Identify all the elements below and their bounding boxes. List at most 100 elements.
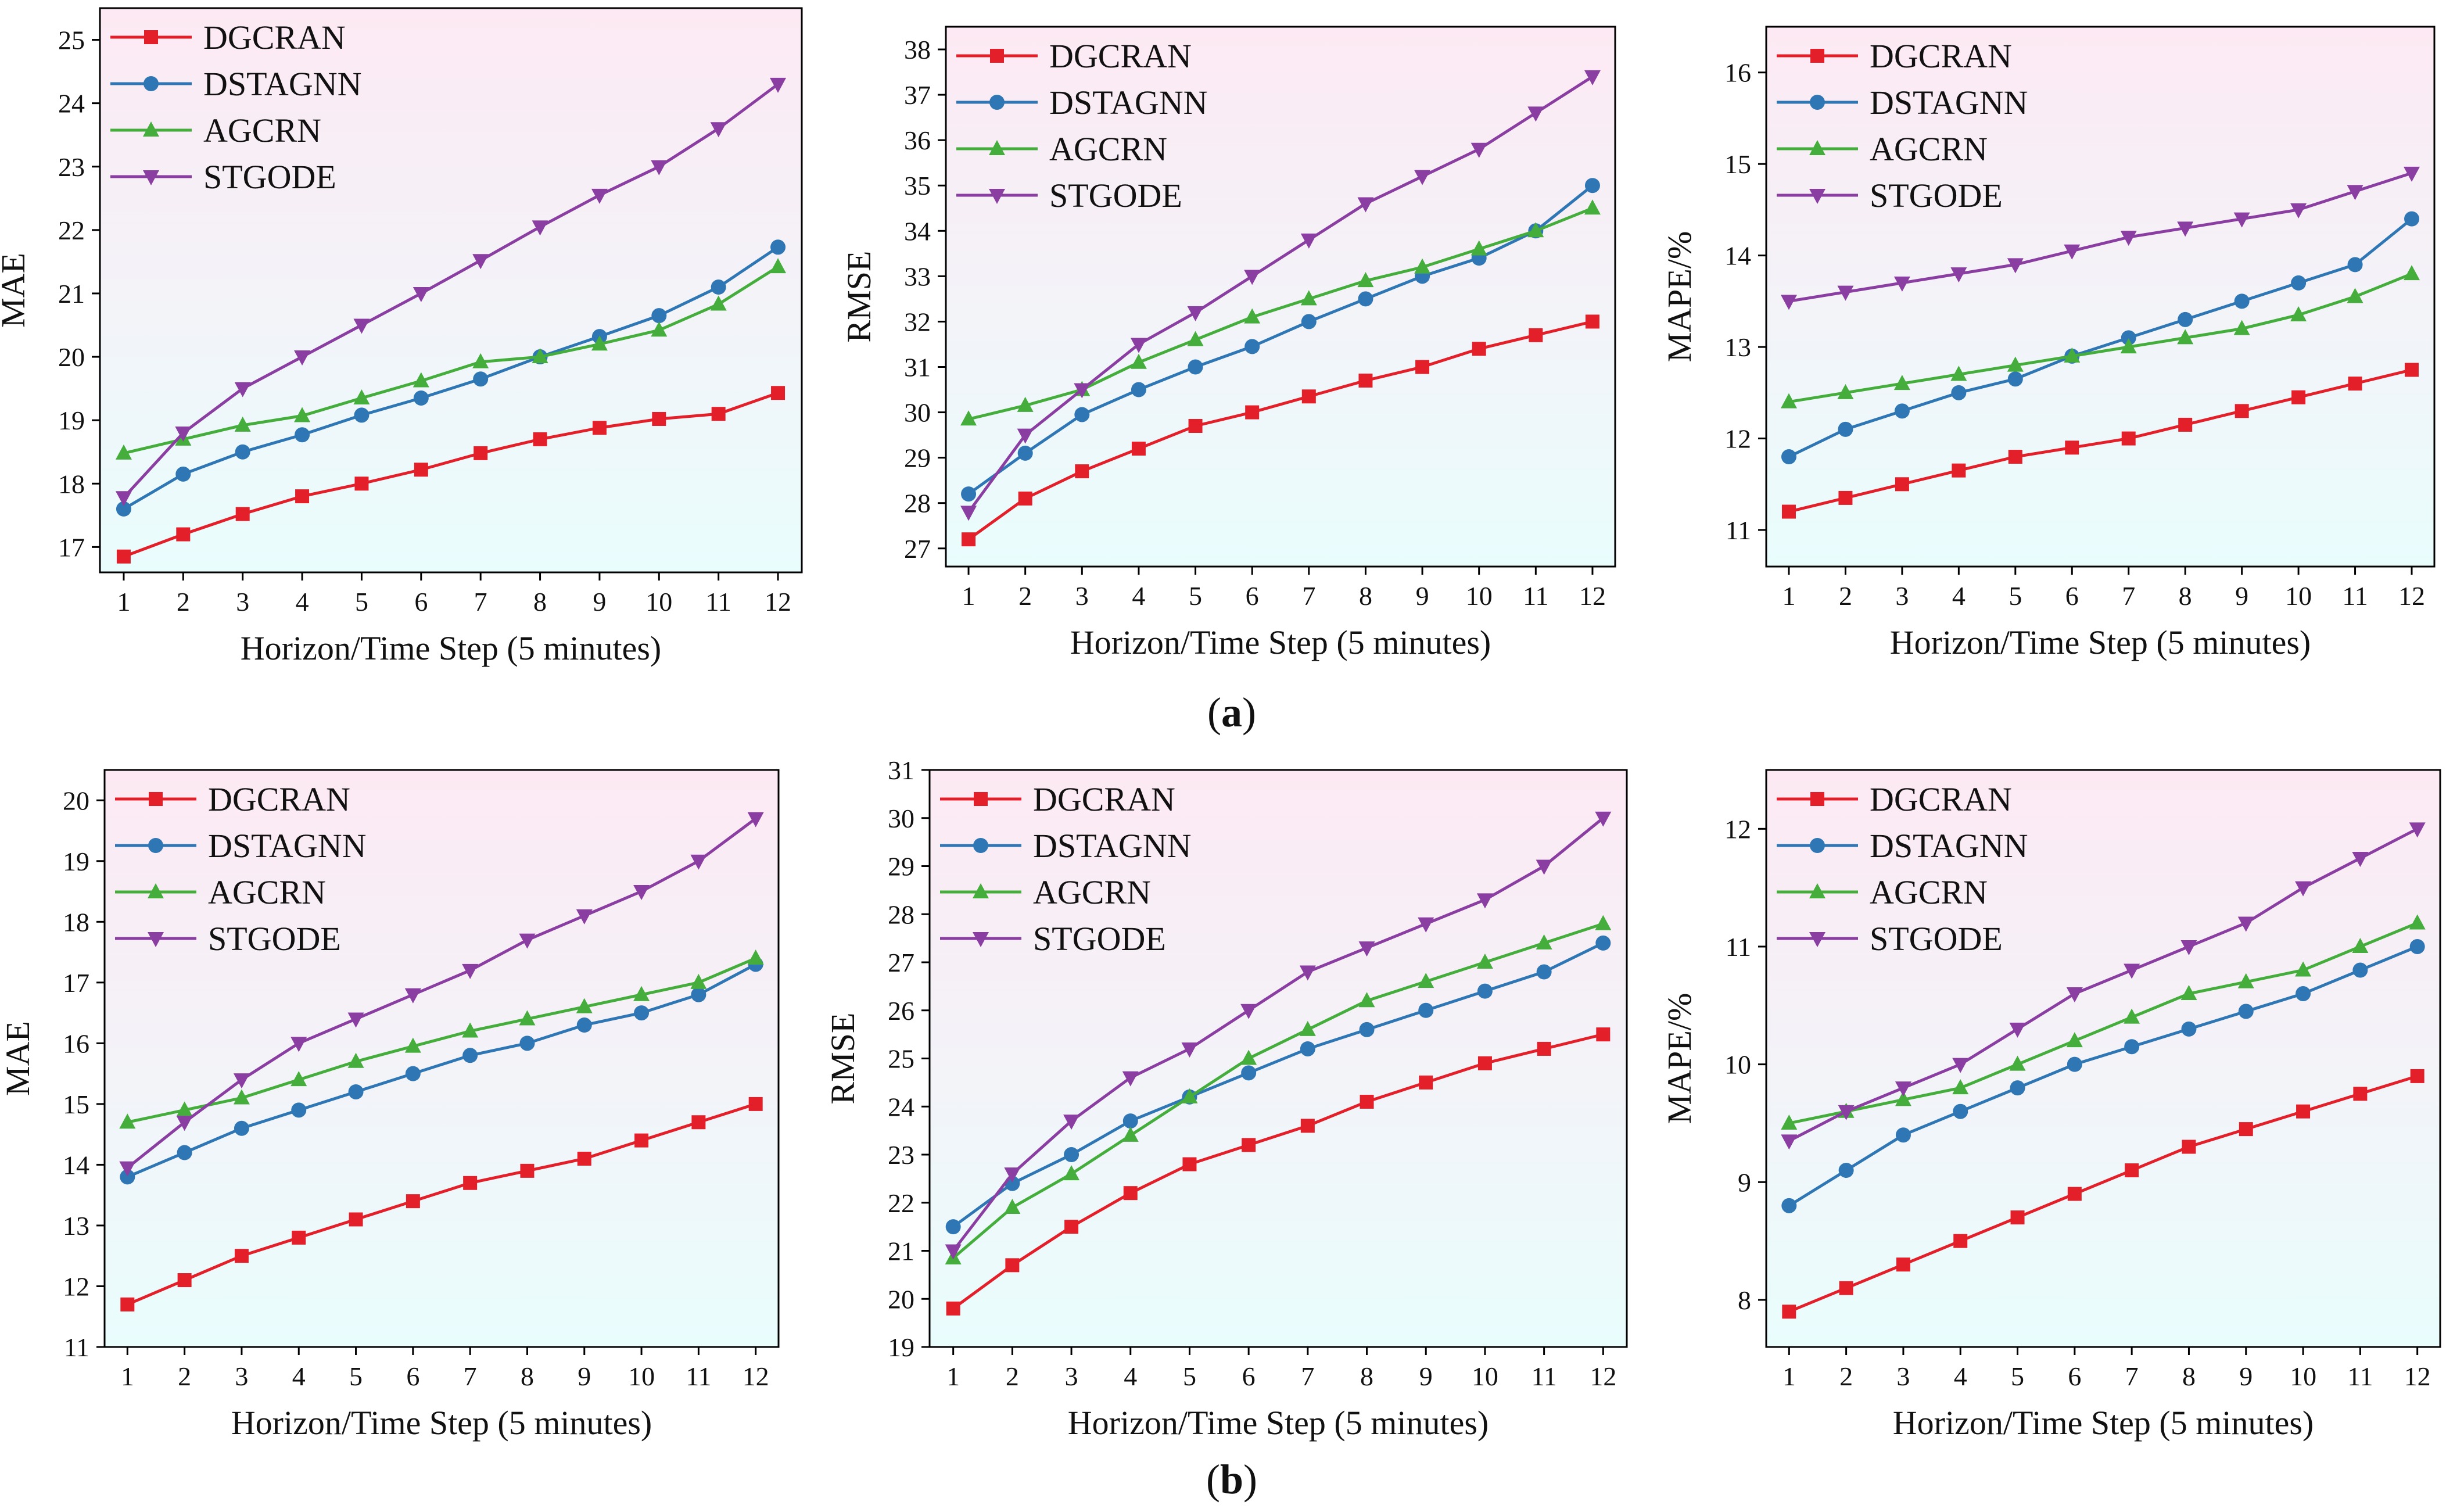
data-point xyxy=(348,1084,364,1099)
data-point xyxy=(1895,1081,1911,1097)
data-point xyxy=(1780,295,1797,310)
legend-label: DSTAGNN xyxy=(1870,827,2028,865)
data-point xyxy=(1182,1157,1197,1171)
x-tick-label: 9 xyxy=(593,587,606,617)
y-tick-label: 17 xyxy=(58,532,85,562)
x-tick-label: 8 xyxy=(1360,1361,1373,1391)
y-tick-label: 25 xyxy=(888,1044,914,1074)
data-point xyxy=(1839,1281,1853,1295)
series-agcrn xyxy=(960,199,1601,426)
data-point xyxy=(1418,1002,1434,1018)
data-point xyxy=(462,1048,478,1063)
legend-swatch-marker xyxy=(143,170,159,185)
legend-item-agcrn: AGCRN xyxy=(940,873,1151,911)
data-point xyxy=(2348,377,2362,391)
data-point xyxy=(1953,1234,1968,1248)
legend-swatch-marker xyxy=(1809,883,1825,898)
data-point xyxy=(1300,233,1317,249)
data-point xyxy=(1895,1127,1911,1143)
series-stgode xyxy=(1781,822,2426,1150)
data-point xyxy=(2404,166,2420,182)
data-point xyxy=(633,885,650,901)
legend-label: AGCRN xyxy=(203,112,321,149)
y-axis-label: MAPE/% xyxy=(1660,993,1698,1124)
legend-item-dstagnn: DSTAGNN xyxy=(110,65,361,103)
data-point xyxy=(2121,330,2136,346)
data-point xyxy=(404,1037,421,1053)
data-point xyxy=(2180,940,2197,955)
data-point xyxy=(1838,1105,1855,1120)
data-point xyxy=(2181,1021,2197,1037)
y-tick-label: 12 xyxy=(63,1271,89,1301)
legend-swatch-marker xyxy=(149,792,163,806)
data-point xyxy=(1595,935,1611,951)
plot-area xyxy=(1766,27,2434,567)
x-tick-label: 3 xyxy=(236,587,249,617)
x-axis-label: Horizon/Time Step (5 minutes) xyxy=(1068,1404,1489,1442)
data-point xyxy=(577,1151,591,1166)
data-point xyxy=(2064,347,2081,363)
series-line xyxy=(127,963,756,1178)
series-line xyxy=(1788,922,2418,1125)
y-tick-label: 19 xyxy=(888,1332,914,1362)
y-tick-label: 27 xyxy=(904,534,931,564)
data-point xyxy=(532,348,548,364)
data-point xyxy=(1018,491,1032,506)
x-tick-label: 10 xyxy=(1472,1361,1498,1391)
data-point xyxy=(1004,1167,1021,1183)
legend-item-agcrn: AGCRN xyxy=(1777,130,1988,168)
x-tick-label: 5 xyxy=(349,1361,363,1391)
plot-area xyxy=(105,770,779,1347)
data-point xyxy=(462,1022,479,1038)
legend-swatch-marker xyxy=(144,76,159,91)
data-point xyxy=(770,239,786,255)
legend-item-dstagnn: DSTAGNN xyxy=(115,827,366,865)
data-point xyxy=(1074,383,1091,399)
legend-swatch-marker xyxy=(1810,49,1824,63)
data-point xyxy=(1529,328,1543,342)
y-tick-label: 28 xyxy=(888,900,914,929)
y-tick-label: 14 xyxy=(1724,241,1751,271)
y-tick-label: 14 xyxy=(63,1150,89,1180)
data-point xyxy=(294,350,311,366)
data-point xyxy=(711,280,726,295)
data-point xyxy=(1893,276,1910,292)
panel-caption-b: (b) xyxy=(1206,1456,1257,1503)
x-tick-label: 4 xyxy=(292,1361,306,1391)
data-point xyxy=(1187,331,1204,346)
data-point xyxy=(1780,393,1797,409)
y-tick-label: 12 xyxy=(1724,424,1751,454)
data-point xyxy=(771,386,786,400)
legend-label: AGCRN xyxy=(1033,873,1151,911)
data-point xyxy=(591,188,608,204)
data-point xyxy=(291,1102,307,1118)
chart-a-mae: 1 2 3 4 5 6 7 8 9 10 11 12171819202122232425Horizon… xyxy=(0,7,803,667)
data-point xyxy=(576,998,593,1013)
data-point xyxy=(2007,258,2024,274)
data-point xyxy=(1415,360,1430,374)
legend: DGCRAN DSTAGNN AGCRN STGODE xyxy=(110,19,361,196)
data-point xyxy=(1242,1138,1256,1152)
series-agcrn xyxy=(945,915,1612,1264)
data-point xyxy=(532,220,548,236)
data-point xyxy=(634,1005,650,1021)
data-point xyxy=(413,372,429,388)
data-point xyxy=(1181,1042,1198,1058)
legend-label: AGCRN xyxy=(1049,130,1167,168)
data-point xyxy=(1781,1114,1798,1130)
series-line xyxy=(1788,171,2412,303)
series-line xyxy=(123,391,779,558)
series-stgode xyxy=(119,812,764,1177)
data-point xyxy=(2352,937,2369,953)
y-tick-label: 31 xyxy=(904,353,931,382)
series-line xyxy=(952,1033,1604,1310)
data-point xyxy=(290,1071,307,1087)
y-tick-label: 36 xyxy=(904,126,931,155)
data-point xyxy=(2120,338,2137,354)
legend-item-stgode: STGODE xyxy=(115,920,341,958)
series-line xyxy=(123,83,779,499)
legend-label: STGODE xyxy=(208,920,341,958)
data-point xyxy=(1300,1119,1315,1133)
legend-label: DSTAGNN xyxy=(203,65,361,103)
data-point xyxy=(2067,1056,2082,1072)
